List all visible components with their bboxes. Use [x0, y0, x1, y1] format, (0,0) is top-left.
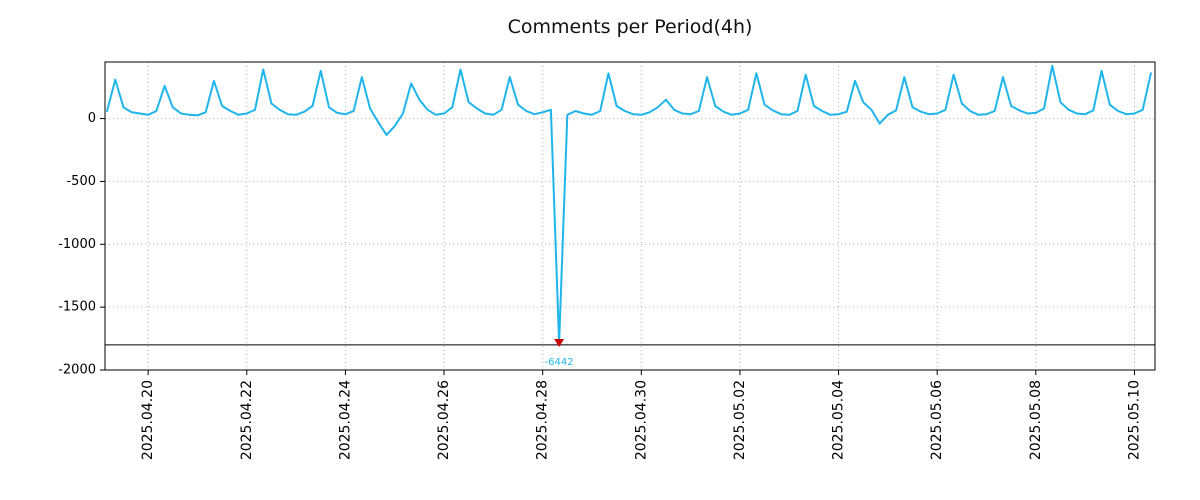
x-tick-label: 2025.05.10 [1126, 380, 1142, 460]
x-tick-label: 2025.05.04 [831, 380, 847, 460]
x-tick-label: 2025.04.22 [239, 380, 255, 460]
x-tick-label: 2025.05.06 [929, 380, 945, 460]
y-tick-label: -2000 [58, 363, 96, 378]
series-line [106, 64, 1152, 344]
plot-frame [104, 61, 1156, 371]
y-tick-label: 0 [88, 111, 96, 126]
x-tick-label: 2025.04.20 [140, 380, 156, 460]
min-marker [554, 338, 565, 347]
x-tick-label: 2025.05.08 [1028, 380, 1044, 460]
chart-title: Comments per Period(4h) [507, 16, 753, 38]
x-tick-label: 2025.04.30 [633, 380, 649, 460]
x-tick-label: 2025.04.28 [535, 380, 551, 460]
min-value-label: -6442 [545, 357, 574, 368]
y-tick-label: -500 [66, 174, 96, 189]
y-tick-label: -1000 [58, 237, 96, 252]
x-tick-label: 2025.04.24 [337, 380, 353, 460]
x-tick-label: 2025.05.02 [732, 380, 748, 460]
y-tick-label: -1500 [58, 300, 96, 315]
x-tick-label: 2025.04.26 [436, 380, 452, 460]
